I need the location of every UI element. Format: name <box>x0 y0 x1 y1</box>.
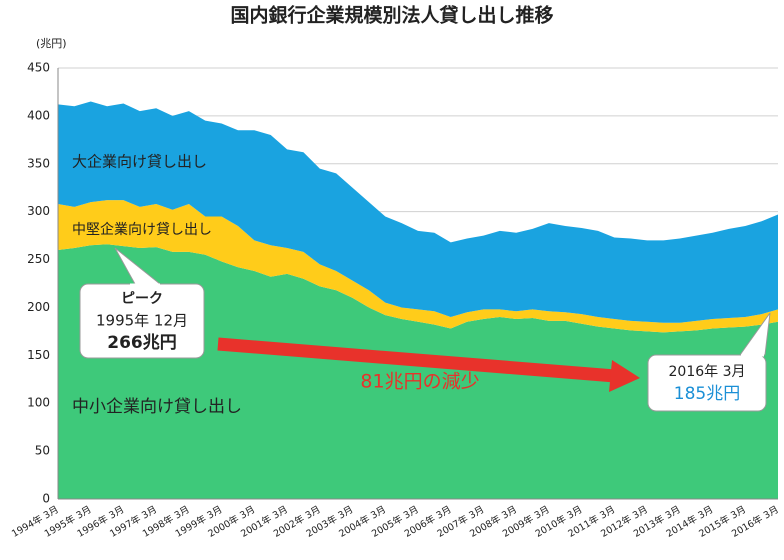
series-label: 中小企業向け貸し出し <box>72 397 242 417</box>
decrease-label: 81兆円の減少 <box>360 371 479 393</box>
area <box>58 200 778 333</box>
y-tick-label: 100 <box>27 396 50 410</box>
y-tick-label: 250 <box>27 252 50 266</box>
y-tick-label: 200 <box>27 300 50 314</box>
decrease-arrowhead <box>609 360 640 392</box>
peak-title: ピーク <box>121 291 163 307</box>
end-value: 185兆円 <box>674 384 740 404</box>
end-date: 2016年 3月 <box>669 364 746 380</box>
callout-box <box>647 354 767 412</box>
annotations: 大企業向け貸し出し 中堅企業向け貸し出し 中小企業向け貸し出し ピーク 1995… <box>72 153 771 417</box>
y-tick-label: 450 <box>27 61 50 75</box>
area <box>58 101 778 323</box>
y-tick-label: 300 <box>27 204 50 218</box>
series-label: 中堅企業向け貸し出し <box>72 221 212 238</box>
y-tick-label: 150 <box>27 348 50 362</box>
y-unit: (兆円) <box>36 37 67 50</box>
area <box>58 244 778 499</box>
peak-date: 1995年 12月 <box>96 312 188 330</box>
chart-title: 国内銀行企業規模別法人貸し出し推移 <box>230 4 553 27</box>
decrease-arrow <box>217 337 616 383</box>
y-tick-label: 350 <box>27 156 50 170</box>
y-tick-label: 0 <box>42 492 50 506</box>
peak-value: 266兆円 <box>107 333 177 353</box>
y-tick-label: 400 <box>27 108 50 122</box>
y-tick-label: 50 <box>35 444 50 458</box>
series-label: 大企業向け貸し出し <box>72 153 207 171</box>
